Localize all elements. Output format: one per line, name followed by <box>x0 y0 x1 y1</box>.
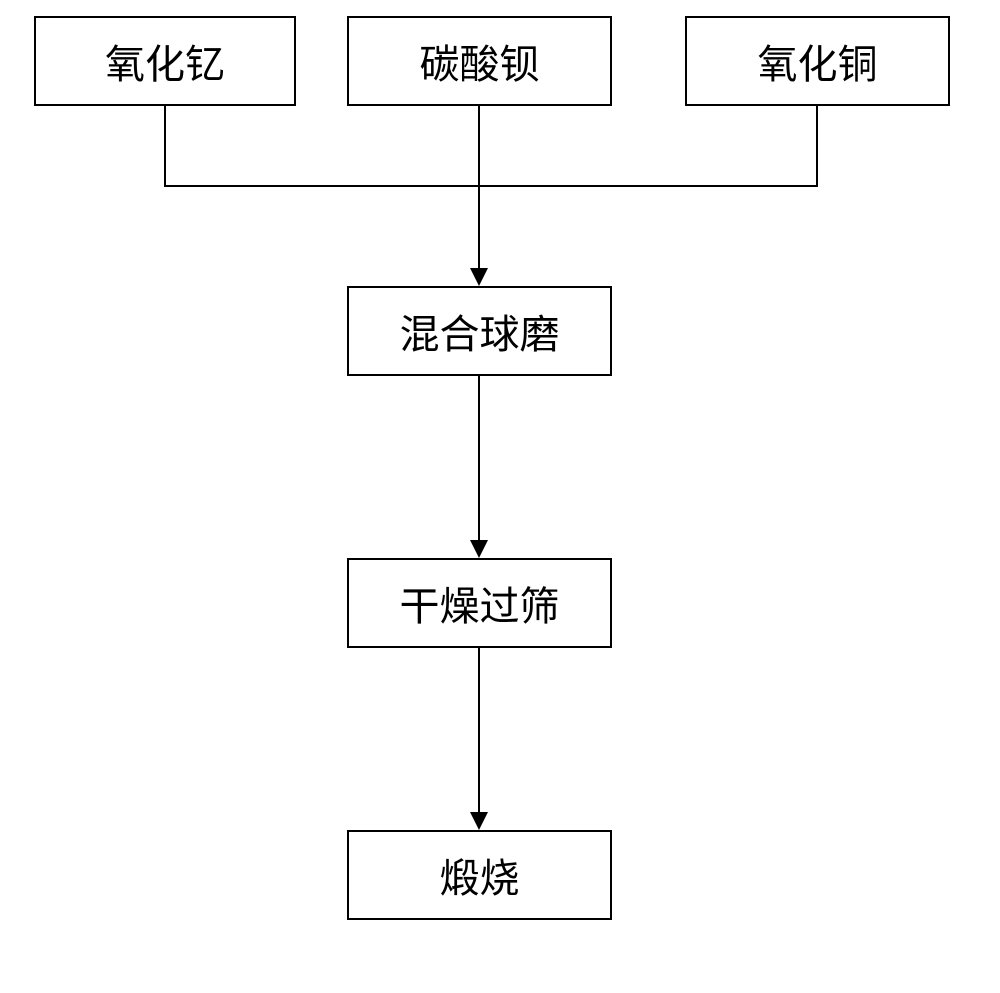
step-node-2: 干燥过筛 <box>347 558 612 648</box>
input-node-1: 氧化钇 <box>34 16 296 106</box>
step-node-1: 混合球磨 <box>347 286 612 376</box>
edge-input1-down <box>164 106 166 186</box>
input-node-3-label: 氧化铜 <box>758 32 878 90</box>
edge-input3-down <box>816 106 818 186</box>
edge-merge-horizontal <box>164 185 818 187</box>
input-node-1-label: 氧化钇 <box>105 32 225 90</box>
edge-step1-to-step2 <box>478 376 480 541</box>
step-node-2-label: 干燥过筛 <box>400 574 560 632</box>
input-node-2-label: 碳酸钡 <box>420 32 540 90</box>
step-node-1-label: 混合球磨 <box>400 302 560 360</box>
edge-step2-to-step3 <box>478 648 480 813</box>
arrow-to-step2 <box>470 540 488 558</box>
arrow-to-step3 <box>470 812 488 830</box>
step-node-3: 煅烧 <box>347 830 612 920</box>
edge-input2-down <box>478 106 480 186</box>
input-node-3: 氧化铜 <box>685 16 950 106</box>
edge-merge-to-step1 <box>478 186 480 269</box>
arrow-to-step1 <box>470 268 488 286</box>
input-node-2: 碳酸钡 <box>347 16 612 106</box>
step-node-3-label: 煅烧 <box>440 846 520 904</box>
